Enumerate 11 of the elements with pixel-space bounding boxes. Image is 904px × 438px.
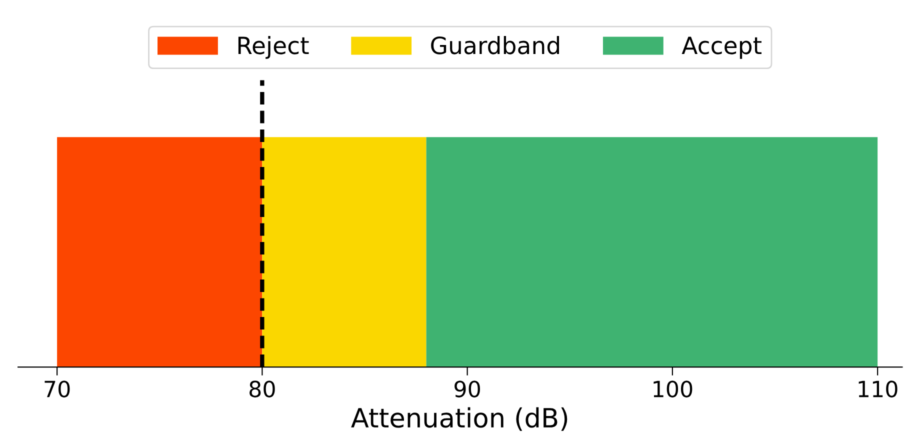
- x-axis-title: Attenuation (dB): [351, 407, 568, 431]
- bar: [262, 137, 426, 368]
- x-tick-label: 100: [654, 380, 692, 398]
- legend-label: Reject: [238, 36, 309, 59]
- x-tick-label: 90: [454, 380, 480, 398]
- x-tick-label: 70: [44, 380, 70, 398]
- bar: [57, 137, 262, 368]
- x-tick-label: 110: [858, 380, 898, 398]
- legend-label: Guardband: [431, 36, 560, 54]
- legend-label: Accept: [682, 36, 762, 59]
- x-tick-label: 80: [250, 380, 275, 398]
